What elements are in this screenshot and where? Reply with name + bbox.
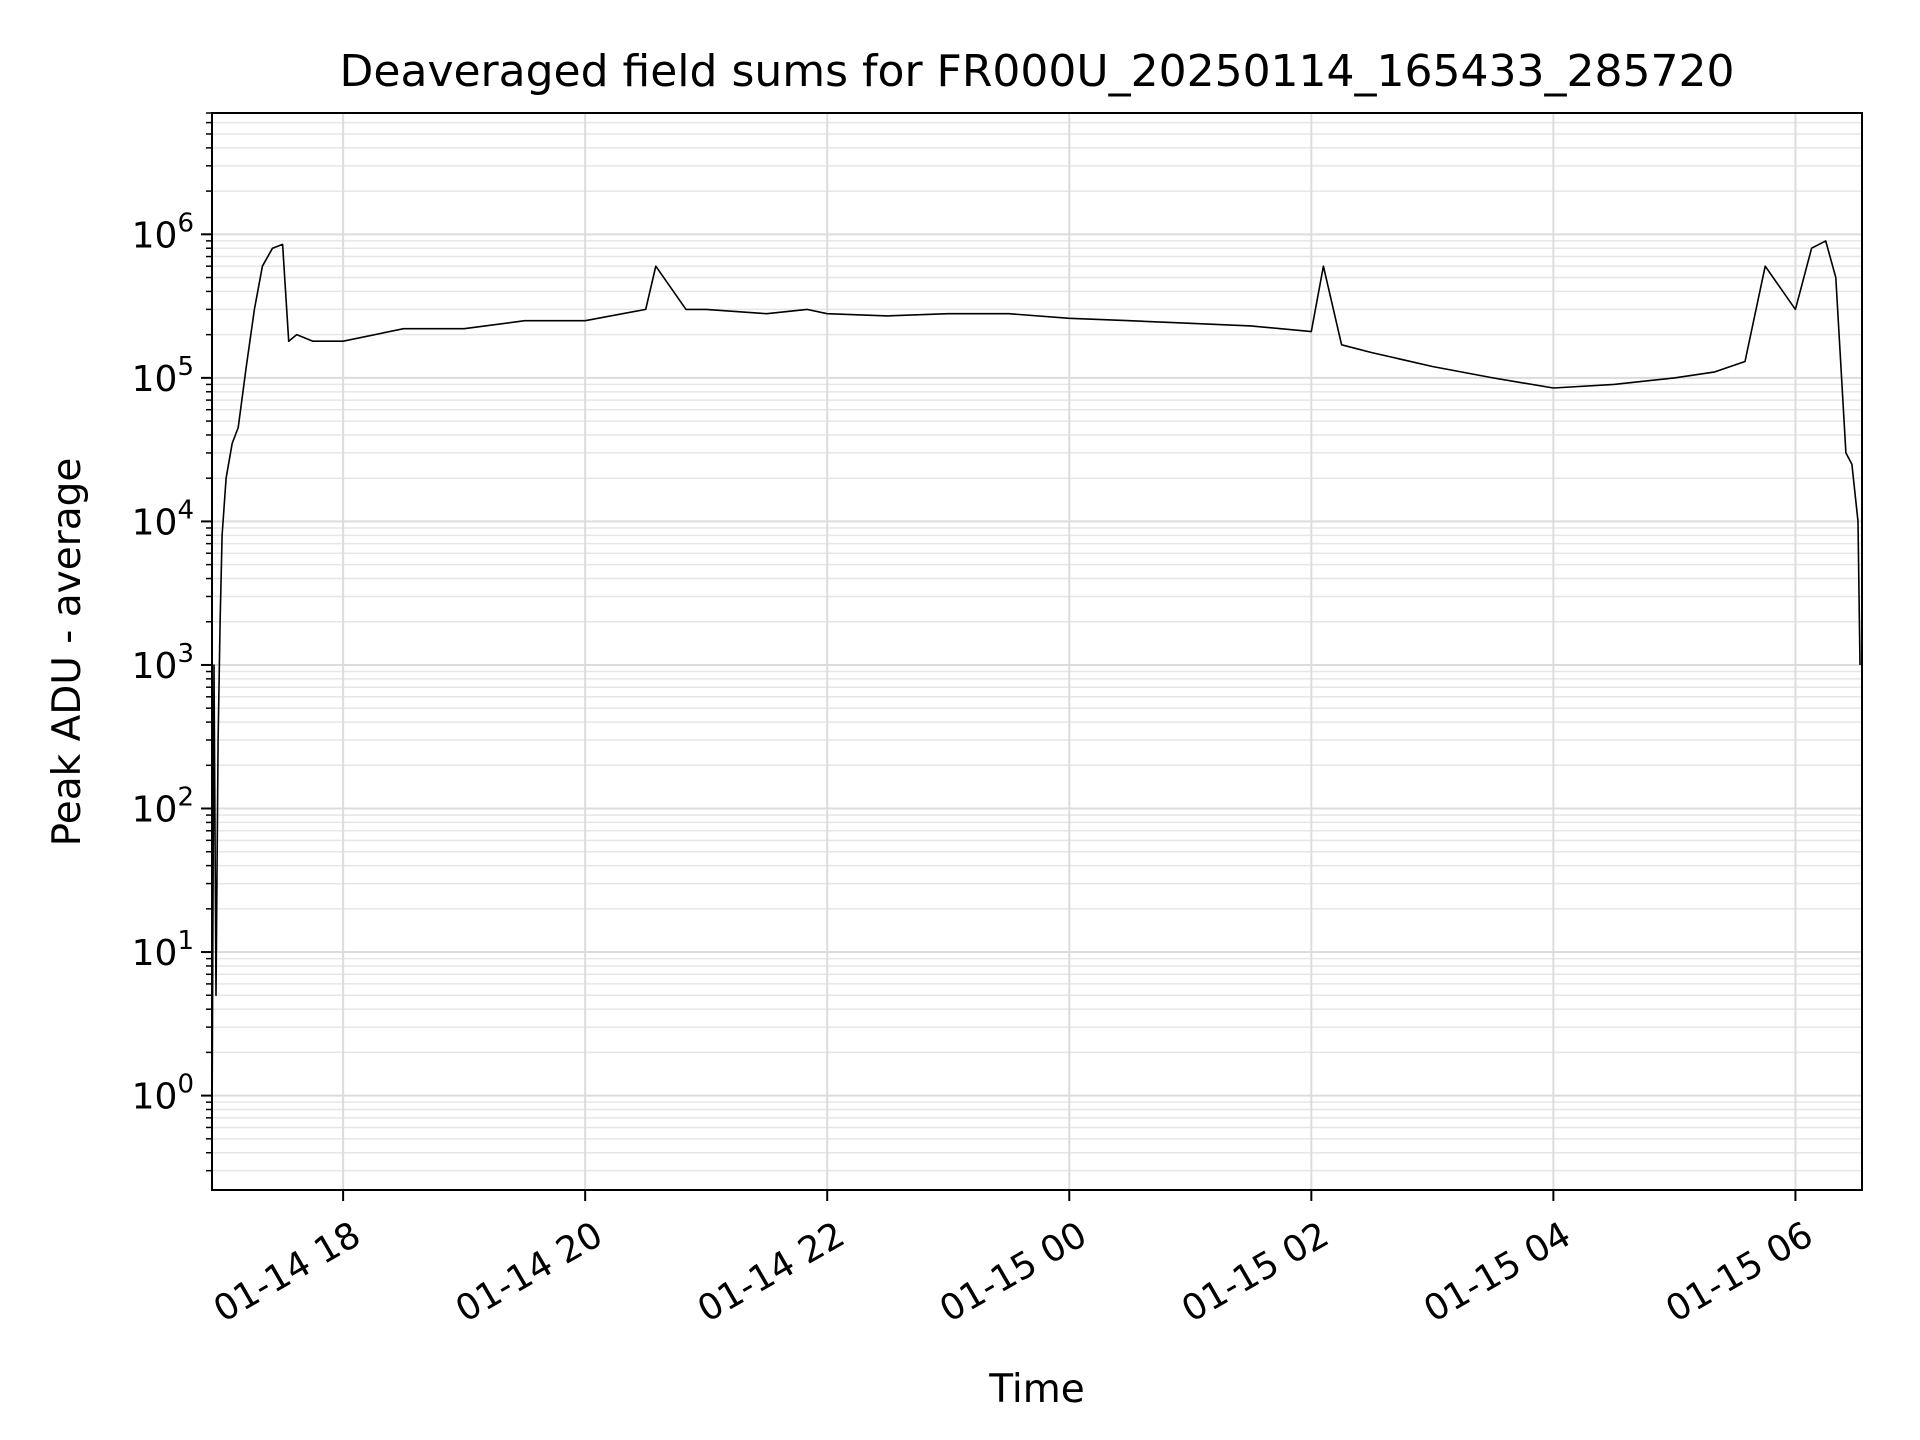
chart-title: Deaveraged field sums for FR000U_2025011… xyxy=(340,46,1735,97)
plot-area xyxy=(211,240,1861,1139)
y-tick-label: 104 xyxy=(132,495,194,543)
y-tick-label: 105 xyxy=(132,352,194,400)
y-tick-label: 100 xyxy=(132,1070,194,1118)
series-line xyxy=(211,240,1861,1139)
y-tick-label: 101 xyxy=(132,926,194,974)
y-axis-ticks: 100 101 102 103 104 105 106 xyxy=(132,112,212,1172)
y-tick-label: 102 xyxy=(132,783,194,831)
y-axis-label: Peak ADU - average xyxy=(45,458,90,847)
axes-frame xyxy=(211,112,1863,1191)
y-tick-label: 106 xyxy=(132,208,194,256)
y-tick-label: 103 xyxy=(132,639,194,687)
x-axis-label: Time xyxy=(988,1367,1084,1412)
